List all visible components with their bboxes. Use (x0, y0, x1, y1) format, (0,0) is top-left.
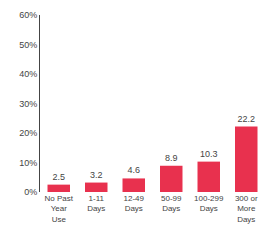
svg-text:50%: 50% (19, 40, 37, 50)
svg-text:3.2: 3.2 (90, 170, 103, 180)
svg-text:8.9: 8.9 (165, 153, 178, 163)
svg-text:100-299Days: 100-299Days (194, 194, 224, 213)
svg-text:10.3: 10.3 (200, 149, 218, 159)
svg-text:0%: 0% (24, 187, 37, 197)
svg-text:12-49Days: 12-49Days (124, 194, 145, 213)
svg-text:40%: 40% (19, 69, 37, 79)
svg-text:60%: 60% (19, 10, 37, 20)
svg-text:4.6: 4.6 (127, 165, 140, 175)
svg-text:10%: 10% (19, 158, 37, 168)
svg-text:No PastYearUse: No PastYearUse (45, 194, 74, 224)
svg-text:30%: 30% (19, 99, 37, 109)
svg-text:20%: 20% (19, 128, 37, 138)
svg-text:300 orMoreDays: 300 orMoreDays (235, 194, 258, 224)
svg-text:2.5: 2.5 (52, 172, 65, 182)
svg-text:50-99Days: 50-99Days (161, 194, 182, 213)
svg-text:22.2: 22.2 (237, 114, 255, 124)
svg-text:1-11Days: 1-11Days (87, 194, 105, 213)
